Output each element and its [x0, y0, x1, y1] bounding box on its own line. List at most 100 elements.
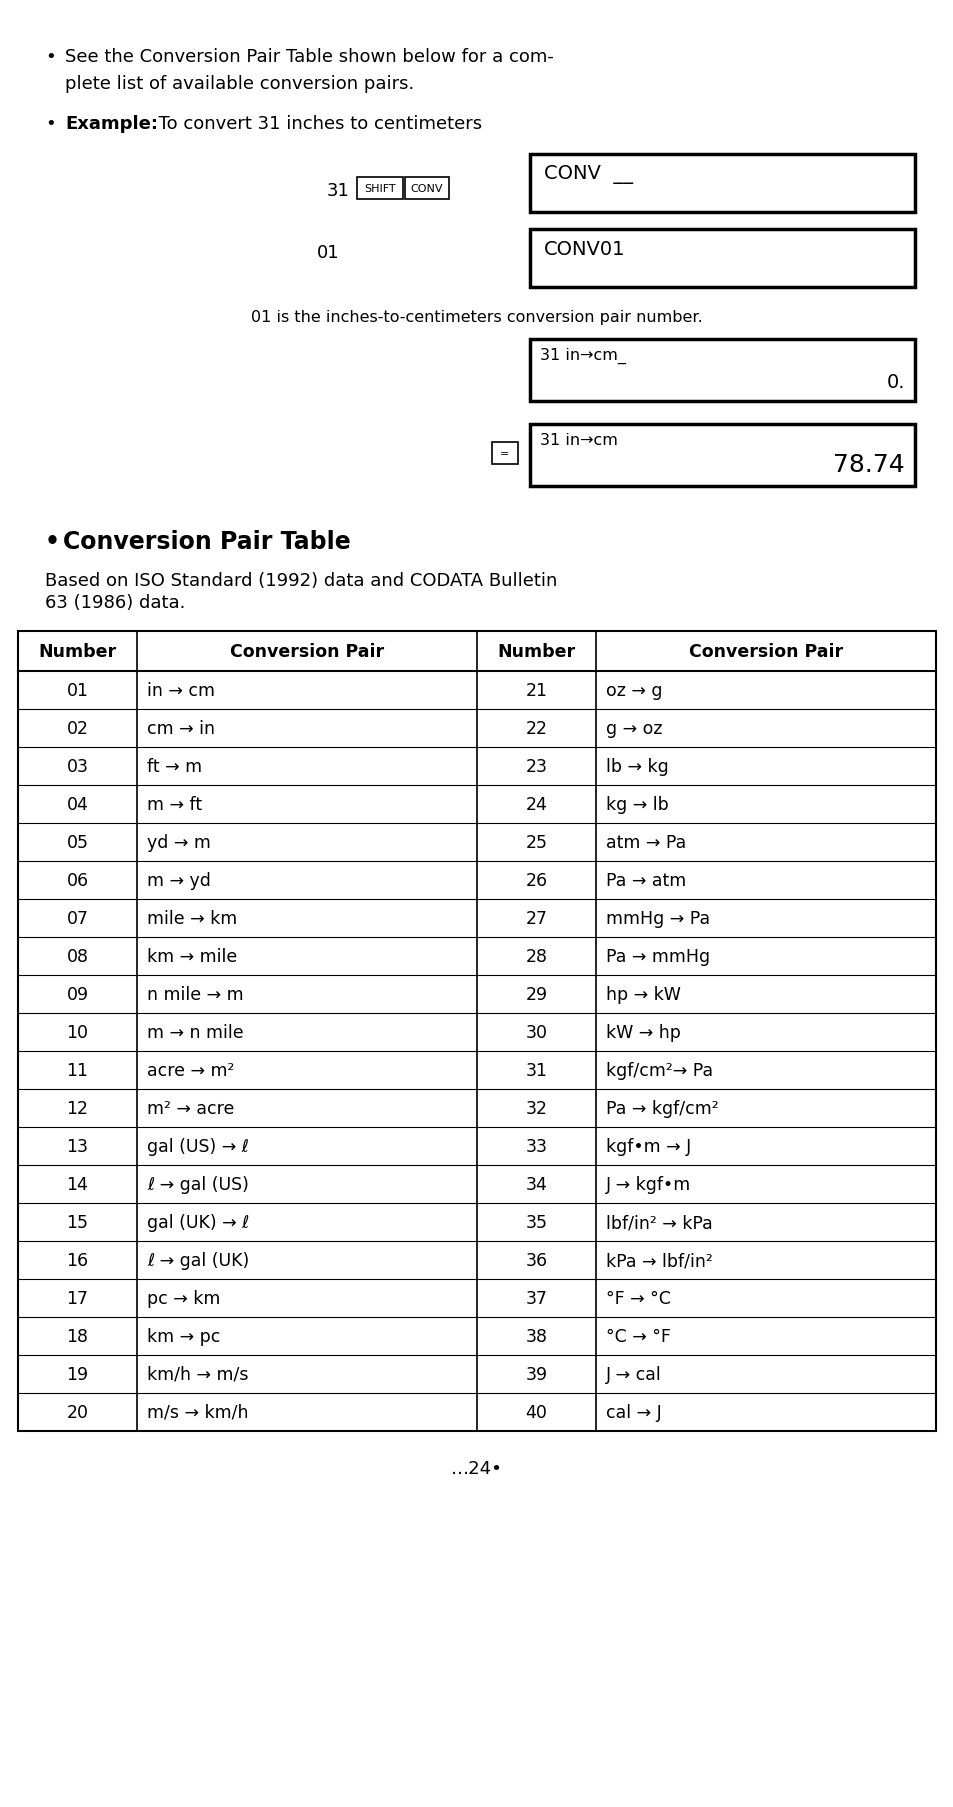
Text: =: = — [499, 448, 509, 459]
Text: 01: 01 — [67, 681, 89, 699]
Text: 28: 28 — [525, 947, 547, 965]
Text: m/s → km/h: m/s → km/h — [147, 1404, 248, 1422]
Bar — [530, 229, 914, 287]
Text: yd → m: yd → m — [147, 833, 211, 851]
Text: Number: Number — [497, 643, 575, 661]
Text: 05: 05 — [67, 833, 89, 851]
Text: 40: 40 — [525, 1404, 547, 1422]
Text: •: • — [45, 529, 69, 553]
Text: 0.: 0. — [885, 372, 904, 392]
Text: 36: 36 — [525, 1250, 547, 1269]
FancyBboxPatch shape — [405, 177, 449, 201]
Bar — [530, 155, 914, 213]
Text: 16: 16 — [67, 1250, 89, 1269]
Text: pc → km: pc → km — [147, 1288, 220, 1306]
Text: 26: 26 — [525, 871, 547, 889]
Text: •: • — [45, 49, 55, 67]
Text: m² → acre: m² → acre — [147, 1099, 234, 1117]
Text: J → cal: J → cal — [605, 1366, 661, 1382]
Text: plete list of available conversion pairs.: plete list of available conversion pairs… — [65, 74, 414, 92]
Text: 25: 25 — [525, 833, 547, 851]
Text: km → pc: km → pc — [147, 1328, 220, 1344]
Text: °C → °F: °C → °F — [605, 1328, 670, 1344]
Text: 04: 04 — [67, 795, 89, 813]
Text: kgf•m → J: kgf•m → J — [605, 1137, 691, 1155]
Text: SHIFT: SHIFT — [364, 184, 395, 193]
Text: 29: 29 — [525, 985, 547, 1003]
Text: kPa → lbf/in²: kPa → lbf/in² — [605, 1250, 712, 1269]
Text: 24: 24 — [525, 795, 547, 813]
Text: g → oz: g → oz — [605, 719, 661, 737]
Text: Example:: Example: — [65, 116, 158, 134]
Text: cm → in: cm → in — [147, 719, 214, 737]
Text: m → ft: m → ft — [147, 795, 202, 813]
Bar — [530, 340, 914, 401]
Text: km/h → m/s: km/h → m/s — [147, 1366, 248, 1382]
Text: ℓ → gal (UK): ℓ → gal (UK) — [147, 1250, 249, 1269]
Text: m → n mile: m → n mile — [147, 1023, 243, 1041]
Text: 13: 13 — [67, 1137, 89, 1155]
Text: 01 is the inches-to-centimeters conversion pair number.: 01 is the inches-to-centimeters conversi… — [251, 309, 702, 325]
Text: 17: 17 — [67, 1288, 89, 1306]
Text: ℓ → gal (US): ℓ → gal (US) — [147, 1175, 249, 1193]
Text: °F → °C: °F → °C — [605, 1288, 670, 1306]
Text: 38: 38 — [525, 1328, 547, 1344]
Text: 15: 15 — [67, 1212, 89, 1231]
Text: 21: 21 — [525, 681, 547, 699]
Text: 31 in→cm: 31 in→cm — [539, 432, 618, 448]
Text: 14: 14 — [67, 1175, 89, 1193]
FancyBboxPatch shape — [492, 443, 517, 464]
Text: CONV: CONV — [411, 184, 443, 193]
Text: hp → kW: hp → kW — [605, 985, 680, 1003]
Text: 11: 11 — [67, 1061, 89, 1079]
Text: Conversion Pair: Conversion Pair — [230, 643, 384, 661]
Text: atm → Pa: atm → Pa — [605, 833, 685, 851]
Text: acre → m²: acre → m² — [147, 1061, 234, 1079]
Text: kgf/cm²→ Pa: kgf/cm²→ Pa — [605, 1061, 713, 1079]
Text: CONV  __: CONV __ — [543, 164, 633, 184]
Text: To convert 31 inches to centimeters: To convert 31 inches to centimeters — [147, 116, 481, 134]
Text: …24•: …24• — [451, 1460, 502, 1476]
Text: 03: 03 — [67, 757, 89, 775]
Text: Pa → kgf/cm²: Pa → kgf/cm² — [605, 1099, 718, 1117]
Text: oz → g: oz → g — [605, 681, 661, 699]
Text: mmHg → Pa: mmHg → Pa — [605, 909, 709, 927]
Text: 37: 37 — [525, 1288, 547, 1306]
Text: J → kgf•m: J → kgf•m — [605, 1175, 691, 1193]
Text: 31 in→cm_: 31 in→cm_ — [539, 347, 625, 363]
Text: Based on ISO Standard (1992) data and CODATA Bulletin: Based on ISO Standard (1992) data and CO… — [45, 571, 557, 589]
Text: kW → hp: kW → hp — [605, 1023, 680, 1041]
Text: 22: 22 — [525, 719, 547, 737]
Text: See the Conversion Pair Table shown below for a com-: See the Conversion Pair Table shown belo… — [65, 49, 554, 67]
Text: 27: 27 — [525, 909, 547, 927]
Text: gal (US) → ℓ: gal (US) → ℓ — [147, 1137, 249, 1155]
Text: Conversion Pair: Conversion Pair — [688, 643, 842, 661]
Text: 23: 23 — [525, 757, 547, 775]
Text: 08: 08 — [67, 947, 89, 965]
Text: 07: 07 — [67, 909, 89, 927]
Text: 31: 31 — [525, 1061, 547, 1079]
Text: km → mile: km → mile — [147, 947, 237, 965]
Text: gal (UK) → ℓ: gal (UK) → ℓ — [147, 1212, 249, 1231]
Text: •: • — [45, 116, 55, 134]
Text: 31: 31 — [327, 183, 350, 201]
Bar — [18, 632, 935, 1431]
Text: kg → lb: kg → lb — [605, 795, 668, 813]
Text: 39: 39 — [525, 1366, 547, 1382]
Text: 63 (1986) data.: 63 (1986) data. — [45, 595, 185, 611]
Text: Conversion Pair Table: Conversion Pair Table — [63, 529, 351, 553]
Text: lb → kg: lb → kg — [605, 757, 668, 775]
Text: 19: 19 — [67, 1366, 89, 1382]
Text: in → cm: in → cm — [147, 681, 214, 699]
Text: CONV01: CONV01 — [543, 240, 625, 258]
Text: Pa → atm: Pa → atm — [605, 871, 685, 889]
Text: cal → J: cal → J — [605, 1404, 661, 1422]
Text: 12: 12 — [67, 1099, 89, 1117]
Text: 10: 10 — [67, 1023, 89, 1041]
Text: 02: 02 — [67, 719, 89, 737]
Bar — [530, 425, 914, 486]
Text: 32: 32 — [525, 1099, 547, 1117]
Text: ft → m: ft → m — [147, 757, 202, 775]
Text: 20: 20 — [67, 1404, 89, 1422]
Text: m → yd: m → yd — [147, 871, 211, 889]
